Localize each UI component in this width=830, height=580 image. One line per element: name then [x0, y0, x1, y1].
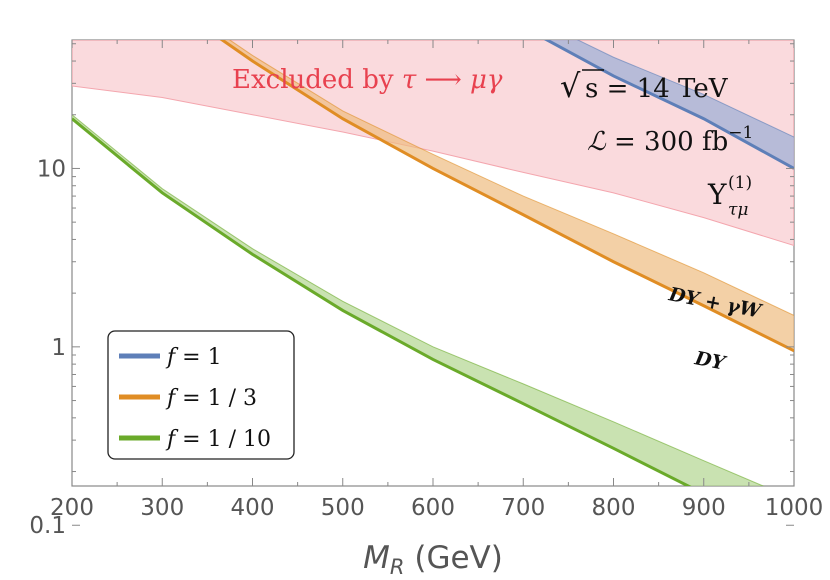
y-tick-label: 10	[37, 156, 66, 182]
sqrt-s-annotation: √ s = 14 TeV	[560, 67, 729, 105]
svg-text:(1): (1)	[728, 173, 752, 193]
excluded-region	[72, 40, 794, 247]
upper-edge-series-2	[72, 114, 765, 486]
svg-text:√: √	[560, 67, 581, 105]
upper-edge-series-0	[576, 40, 794, 138]
luminosity-annotation: ℒ = 300 fb−1	[587, 123, 753, 157]
x-tick-label: 1000	[765, 495, 824, 521]
x-tick-label: 900	[682, 495, 726, 521]
x-tick-label: 500	[321, 495, 365, 521]
x-tick-label: 400	[231, 495, 275, 521]
y-axis-ticks: 0.11101001000	[22, 0, 794, 539]
y-tick-label: 1	[51, 335, 66, 361]
legend-label-0: f = 1	[165, 345, 222, 370]
line-series-1	[219, 40, 794, 353]
legend-label-1: f = 1 / 3	[165, 386, 257, 411]
x-tick-label: 200	[50, 495, 94, 521]
coupling-annotation: Y (1) τμ	[707, 173, 752, 220]
band-series-1	[222, 40, 794, 351]
x-tick-label: 300	[140, 495, 184, 521]
x-tick-label: 800	[592, 495, 636, 521]
line-series-0	[543, 40, 794, 170]
excluded-label: Excluded by τ ⟶ μγ	[232, 65, 503, 95]
x-axis-title: MR (GeV)	[363, 540, 503, 579]
legend: f = 1 f = 1 / 3 f = 1 / 10	[107, 330, 295, 460]
svg-text:s = 14 TeV: s = 14 TeV	[585, 74, 729, 104]
x-axis-ticks: 200 300 400 500 600 700 800 900 1000	[50, 40, 823, 521]
svg-text:Y: Y	[707, 178, 727, 211]
x-tick-label: 600	[411, 495, 455, 521]
y-tick-label: 100	[22, 0, 66, 4]
legend-label-2: f = 1 / 10	[165, 427, 271, 452]
line-series-2	[72, 117, 692, 486]
y-tick-label: 0.1	[29, 513, 66, 539]
x-tick-label: 700	[501, 495, 545, 521]
svg-text:τμ: τμ	[728, 200, 748, 220]
upper-edge-series-1	[228, 40, 794, 316]
